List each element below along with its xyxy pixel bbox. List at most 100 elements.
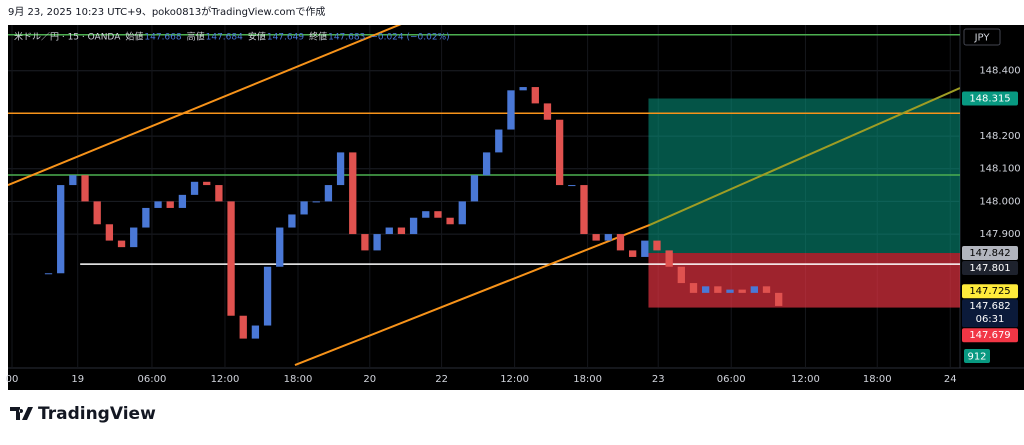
- candle: [142, 207, 150, 228]
- candle: [130, 227, 138, 248]
- candle: [750, 286, 758, 293]
- legend-open-label: 始値: [125, 31, 143, 43]
- price-tag: [962, 261, 1018, 276]
- x-tick-label: 00: [6, 374, 19, 385]
- legend-close: 147.683: [328, 33, 365, 43]
- candle: [178, 194, 187, 208]
- x-tick-label: 24: [944, 374, 957, 385]
- trend-line: [294, 223, 651, 366]
- candle: [397, 227, 406, 235]
- currency: JPY: [974, 33, 991, 44]
- candle: [653, 240, 661, 251]
- legend-open: 147.668: [144, 33, 181, 43]
- y-tick-label: 147.900: [979, 229, 1020, 240]
- price-tag-countdown: 06:31: [976, 314, 1005, 325]
- x-tick-label: 06:00: [717, 374, 746, 385]
- candle: [251, 325, 260, 339]
- legend-high: 147.684: [206, 33, 243, 43]
- price-tag-label: 147.682: [969, 301, 1010, 312]
- legend-low-label: 安値: [248, 31, 266, 43]
- candle: [190, 181, 199, 195]
- candle: [507, 90, 515, 130]
- candle: [409, 217, 418, 235]
- candle: [324, 185, 333, 202]
- candle: [458, 201, 466, 225]
- candle: [312, 201, 320, 203]
- y-tick-label: 148.400: [979, 66, 1020, 77]
- candle: [57, 185, 65, 274]
- stop-zone: [648, 253, 960, 308]
- candle: [628, 250, 637, 257]
- legend-symbol: 米ドル／円 · 15 · OANDA: [14, 31, 121, 43]
- price-tag-label: 147.725: [969, 286, 1010, 297]
- target-zone: [648, 98, 960, 254]
- y-tick-label: 148.000: [979, 196, 1020, 207]
- candle: [385, 227, 393, 235]
- candle: [592, 234, 600, 241]
- candle: [93, 201, 101, 225]
- created-note: 9月 23, 2025 10:23 UTC+9、poko0813がTrading…: [8, 5, 325, 18]
- candle: [422, 211, 430, 218]
- candle: [616, 234, 625, 251]
- x-tick-label: 18:00: [863, 374, 892, 385]
- candle: [604, 234, 612, 241]
- candle: [762, 286, 771, 293]
- candle: [495, 129, 503, 153]
- legend-close-label: 終値: [309, 31, 327, 43]
- candle: [263, 266, 272, 326]
- x-tick-label: 18:00: [573, 374, 602, 385]
- candle: [361, 234, 369, 251]
- y-tick-label: 148.200: [979, 131, 1020, 142]
- candle: [300, 201, 308, 215]
- price-tag: [962, 284, 1018, 299]
- candle: [349, 152, 357, 235]
- volume-label: 912: [967, 352, 986, 363]
- candle: [288, 214, 296, 228]
- brand: TradingView: [38, 404, 156, 424]
- price-tag: [962, 91, 1018, 106]
- currency-box[interactable]: [963, 28, 1001, 46]
- candle: [373, 234, 381, 251]
- x-tick-label: 19: [71, 374, 84, 385]
- candle: [665, 250, 673, 267]
- candle: [531, 87, 539, 104]
- candle: [519, 87, 527, 91]
- price-tag: [962, 328, 1018, 343]
- x-tick-label: 22: [435, 374, 448, 385]
- candle: [714, 286, 722, 293]
- x-tick-label: 20: [363, 374, 376, 385]
- x-tick-label: 23: [652, 374, 665, 385]
- candle: [775, 292, 783, 306]
- candle: [336, 152, 345, 186]
- candle: [276, 227, 284, 267]
- candle: [555, 119, 564, 186]
- candle: [482, 152, 491, 176]
- candle: [543, 103, 552, 120]
- trend-line: [649, 87, 960, 226]
- candle: [44, 273, 53, 275]
- legend-high-label: 高値: [187, 31, 205, 43]
- candle: [69, 175, 77, 186]
- candle: [215, 185, 223, 202]
- candle: [677, 266, 685, 284]
- candle: [203, 181, 211, 186]
- x-tick-label: 12:00: [791, 374, 820, 385]
- candle: [738, 289, 746, 293]
- candle: [81, 175, 89, 202]
- legend-change: −0.024 (−0.02%): [370, 33, 449, 43]
- candle: [227, 201, 235, 316]
- x-tick-label: 06:00: [138, 374, 167, 385]
- price-tag-label: 147.801: [969, 263, 1010, 274]
- price-tag: [962, 299, 1018, 328]
- legend: 米ドル／円 · 15 · OANDA 始値 147.668 高値 147.684 安値 14…: [14, 31, 450, 43]
- candle: [239, 315, 247, 339]
- volume-tag: [964, 349, 990, 363]
- x-tick-label: 12:00: [211, 374, 240, 385]
- candle: [446, 217, 454, 225]
- brand-logo: [10, 407, 33, 420]
- plot: [8, 25, 960, 368]
- legend-low: 147.649: [267, 33, 304, 43]
- candle: [689, 283, 698, 293]
